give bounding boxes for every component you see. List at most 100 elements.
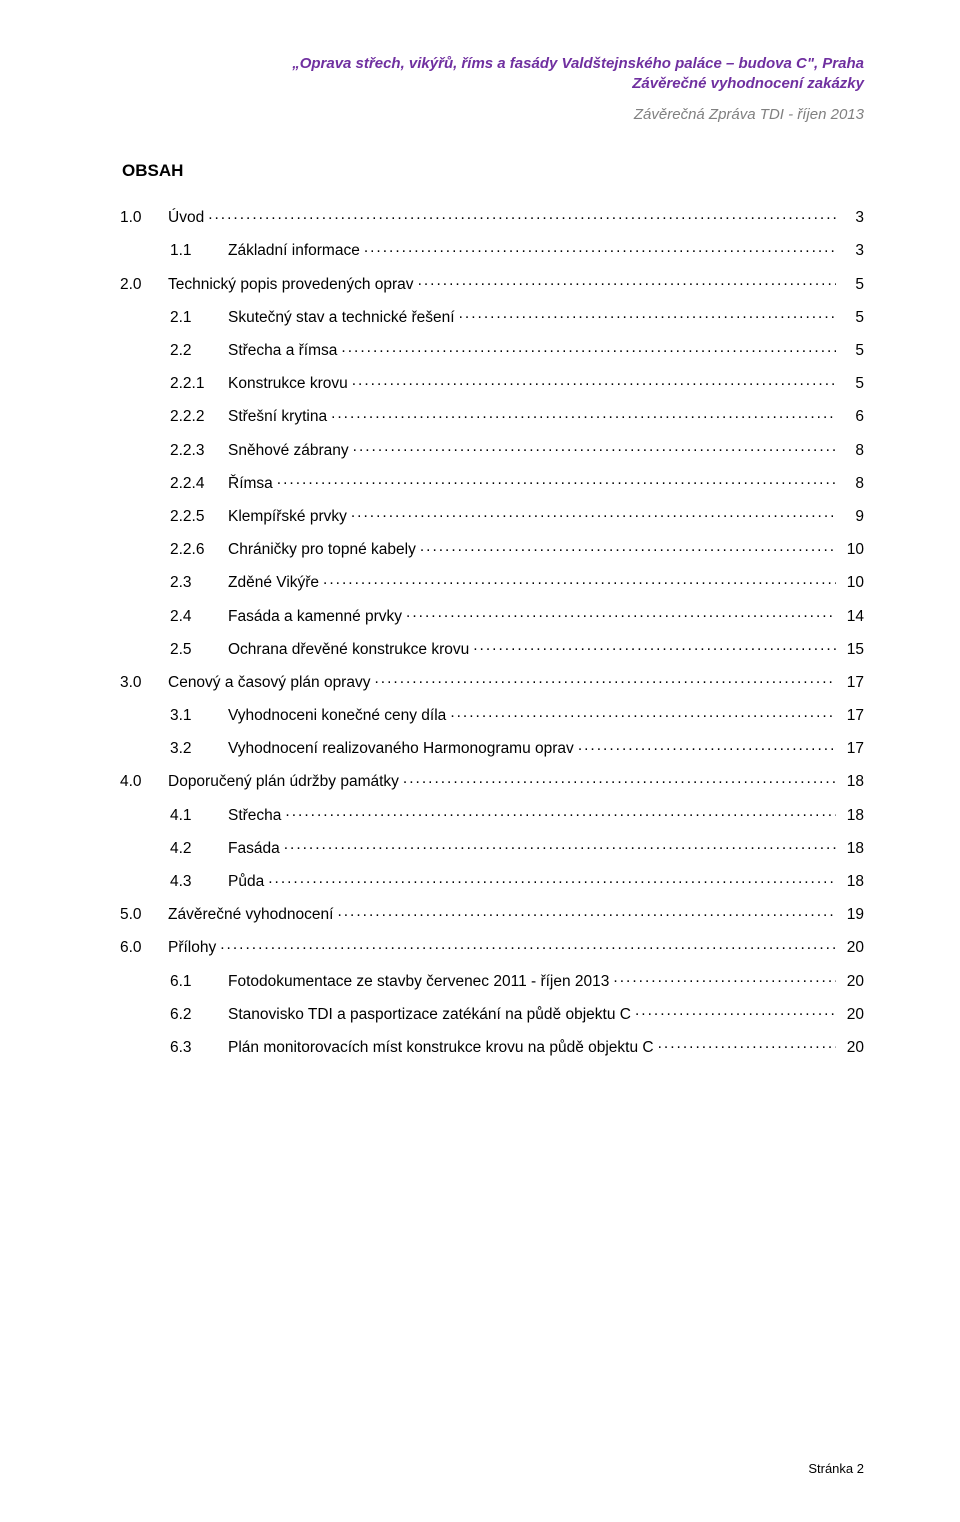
toc-entry-number: 6.0 [120,940,168,956]
document-body: OBSAH 1.0Úvod31.1Základní informace32.0T… [120,161,864,1056]
toc-leader-dots [364,240,836,256]
toc-entry-page: 14 [840,609,864,625]
toc-entry-page: 5 [840,277,864,293]
toc-entry-number: 5.0 [120,907,168,923]
toc-entry-page: 3 [840,210,864,226]
toc-entry-number: 4.0 [120,774,168,790]
toc-entry-label: Ochrana dřevěné konstrukce krovu [228,642,469,658]
toc-entry: 6.2Stanovisko TDI a pasportizace zatékán… [120,1003,864,1022]
page-header: „Oprava střech, vikýřů, říms a fasády Va… [120,54,864,125]
toc-entry: 2.2.4Římsa8 [120,472,864,491]
toc-entry-label: Plán monitorovacích míst konstrukce krov… [228,1040,654,1056]
toc-entry-page: 9 [840,509,864,525]
toc-entry-number: 2.2.4 [170,476,228,492]
toc-entry-page: 15 [840,642,864,658]
toc-entry-number: 6.1 [170,974,228,990]
header-title-line2: Závěrečné vyhodnocení zakázky [120,74,864,94]
toc-entry-page: 18 [840,808,864,824]
toc-entry-label: Fotodokumentace ze stavby červenec 2011 … [228,974,609,990]
toc-entry-label: Chráničky pro topné kabely [228,542,416,558]
footer-label: Stránka [808,1461,853,1476]
toc-entry-page: 5 [840,343,864,359]
toc-entry-number: 3.2 [170,741,228,757]
toc-entry-label: Střecha a římsa [228,343,337,359]
toc-leader-dots [277,472,836,488]
toc-leader-dots [459,306,836,322]
toc-entry-label: Cenový a časový plán opravy [168,675,370,691]
toc-entry: 2.2.6Chráničky pro topné kabely 10 [120,539,864,558]
toc-entry-label: Římsa [228,476,273,492]
toc-leader-dots [284,837,836,853]
toc-entry-number: 2.2.3 [170,443,228,459]
toc-entry: 1.0Úvod3 [120,207,864,226]
toc-leader-dots [352,373,836,389]
toc-entry-number: 2.2.1 [170,376,228,392]
toc-entry: 2.4Fasáda a kamenné prvky14 [120,605,864,624]
toc-leader-dots [337,904,836,920]
toc-entry-number: 4.1 [170,808,228,824]
toc-leader-dots [208,207,836,223]
toc-entry: 2.3Zděné Vikýře10 [120,572,864,591]
toc-entry-number: 6.3 [170,1040,228,1056]
toc-leader-dots [418,273,836,289]
toc-entry: 6.0Přílohy 20 [120,937,864,956]
page-footer: Stránka 2 [808,1461,864,1476]
toc-entry-label: Střešní krytina [228,409,327,425]
toc-leader-dots [578,738,836,754]
toc-entry: 2.0Technický popis provedených oprav5 [120,273,864,292]
toc-entry-number: 2.2.2 [170,409,228,425]
toc-leader-dots [374,671,836,687]
toc-entry-page: 5 [840,376,864,392]
toc-entry-number: 2.2.6 [170,542,228,558]
toc-entry-number: 2.5 [170,642,228,658]
toc-leader-dots [635,1003,836,1019]
toc-entry: 4.2Fasáda18 [120,837,864,856]
toc-entry: 3.0Cenový a časový plán opravy 17 [120,671,864,690]
toc-entry-page: 20 [840,940,864,956]
toc-leader-dots [658,1036,836,1052]
toc-entry-label: Přílohy [168,940,216,956]
toc-entry-page: 20 [840,974,864,990]
toc-entry: 4.1Střecha 18 [120,804,864,823]
toc-entry: 5.0Závěrečné vyhodnocení19 [120,904,864,923]
toc-leader-dots [323,572,836,588]
toc-leader-dots [420,539,836,555]
toc-entry: 3.1Vyhodnoceni konečné ceny díla17 [120,705,864,724]
toc-leader-dots [341,340,836,356]
table-of-contents: 1.0Úvod31.1Základní informace32.0Technic… [120,207,864,1056]
toc-entry-number: 6.2 [170,1007,228,1023]
toc-entry-number: 3.0 [120,675,168,691]
toc-entry-label: Základní informace [228,243,360,259]
toc-leader-dots [220,937,836,953]
toc-leader-dots [613,970,836,986]
toc-entry-page: 17 [840,708,864,724]
toc-entry: 6.3Plán monitorovacích míst konstrukce k… [120,1036,864,1055]
toc-entry-label: Skutečný stav a technické řešení [228,310,455,326]
header-title-line1: „Oprava střech, vikýřů, říms a fasády Va… [120,54,864,74]
toc-entry: 2.2.2Střešní krytina6 [120,406,864,425]
toc-leader-dots [450,705,836,721]
toc-entry: 2.2Střecha a římsa5 [120,340,864,359]
toc-leader-dots [406,605,836,621]
toc-entry-label: Klempířské prvky [228,509,347,525]
toc-entry-page: 20 [840,1007,864,1023]
toc-entry: 2.2.1Konstrukce krovu5 [120,373,864,392]
toc-entry-number: 2.1 [170,310,228,326]
toc-leader-dots [285,804,836,820]
toc-entry-page: 10 [840,575,864,591]
toc-entry-page: 3 [840,243,864,259]
toc-entry-page: 17 [840,675,864,691]
toc-entry-label: Doporučený plán údržby památky [168,774,399,790]
toc-entry: 4.3Půda18 [120,871,864,890]
toc-entry-label: Sněhové zábrany [228,443,349,459]
toc-entry: 2.2.3Sněhové zábrany8 [120,439,864,458]
toc-entry-page: 10 [840,542,864,558]
toc-entry-label: Závěrečné vyhodnocení [168,907,333,923]
toc-entry-number: 4.3 [170,874,228,890]
toc-entry-label: Střecha [228,808,281,824]
toc-entry-page: 5 [840,310,864,326]
toc-entry: 6.1Fotodokumentace ze stavby červenec 20… [120,970,864,989]
toc-entry: 2.1Skutečný stav a technické řešení 5 [120,306,864,325]
toc-entry-label: Vyhodnocení realizovaného Harmonogramu o… [228,741,574,757]
footer-page-number: 2 [857,1461,864,1476]
